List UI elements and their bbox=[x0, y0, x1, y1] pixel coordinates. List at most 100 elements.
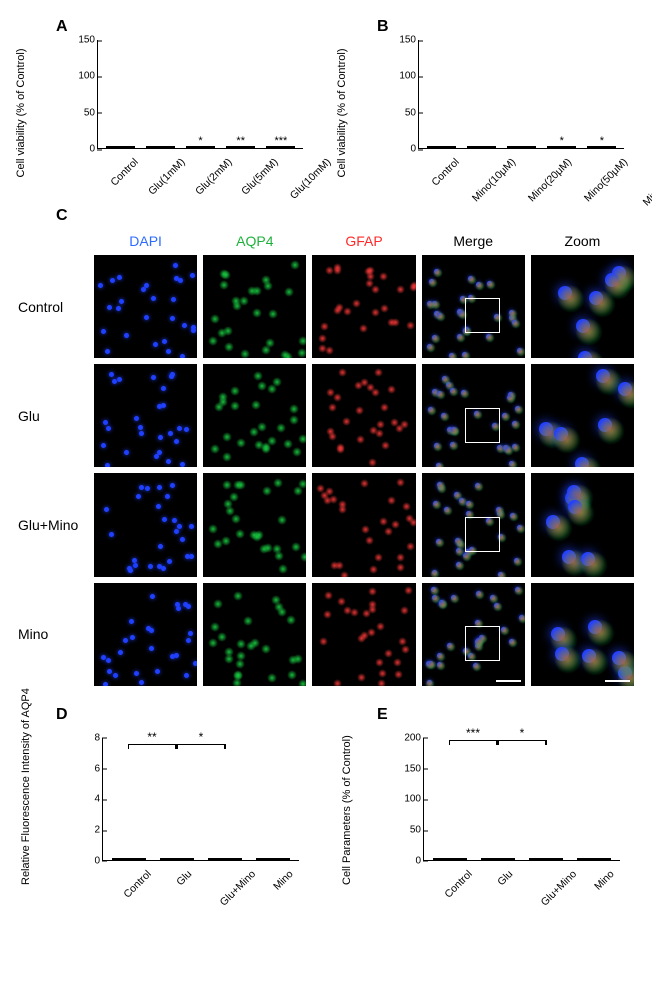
scale-bar bbox=[605, 680, 630, 682]
bar-wrap bbox=[570, 858, 618, 860]
micro-col-header: AQP4 bbox=[203, 233, 306, 249]
zoom-box bbox=[465, 408, 500, 443]
y-tick: 200 bbox=[404, 732, 421, 743]
x-label: Glu(10mM) bbox=[271, 149, 324, 185]
y-tick: 0 bbox=[410, 144, 416, 155]
y-tick: 2 bbox=[94, 825, 100, 836]
micro-grid: DAPI AQP4 GFAP Merge Zoom ControlGluGlu+Mino… bbox=[94, 233, 634, 686]
significance-bracket bbox=[498, 740, 547, 741]
bar bbox=[507, 146, 536, 148]
panel-a: A Cell viability (% of Control) 05010015… bbox=[18, 18, 313, 185]
micro-cell bbox=[94, 583, 197, 686]
y-tick: 8 bbox=[94, 732, 100, 743]
micro-row: Control bbox=[94, 255, 634, 358]
micro-row-label: Mino bbox=[18, 626, 94, 642]
x-label: Control bbox=[423, 861, 472, 903]
bar-wrap bbox=[105, 858, 153, 860]
bar bbox=[577, 858, 612, 860]
x-label: Mino bbox=[571, 861, 620, 903]
x-label: Mino(50μM) bbox=[564, 149, 620, 185]
significance-marker: * bbox=[600, 136, 604, 147]
y-tick: 50 bbox=[405, 107, 416, 118]
bar bbox=[256, 858, 291, 860]
scale-bar bbox=[496, 680, 521, 682]
panel-a-label: A bbox=[56, 18, 313, 36]
x-label: Control bbox=[418, 149, 452, 185]
bar bbox=[433, 858, 468, 860]
chart-b-area: Cell viability (% of Control) 050100150 … bbox=[394, 40, 634, 185]
micro-cell bbox=[531, 583, 634, 686]
y-tick: 150 bbox=[399, 35, 416, 46]
bar-wrap: *** bbox=[261, 146, 301, 148]
micro-cell bbox=[422, 364, 525, 467]
chart-b-plot: ** bbox=[418, 40, 624, 149]
x-label: Mino bbox=[250, 861, 299, 903]
micro-cell bbox=[94, 364, 197, 467]
micro-col-header: Zoom bbox=[531, 233, 634, 249]
micro-row: Glu+Mino bbox=[94, 473, 634, 576]
micro-col-header: DAPI bbox=[94, 233, 197, 249]
micro-cell bbox=[312, 364, 415, 467]
zoom-box bbox=[465, 298, 500, 333]
x-label: Glu+Mino bbox=[201, 861, 250, 903]
micro-cell bbox=[203, 364, 306, 467]
bar-wrap bbox=[501, 146, 541, 148]
x-label: Glu bbox=[472, 861, 521, 903]
bar-wrap bbox=[201, 858, 249, 860]
bar-wrap: * bbox=[542, 146, 582, 148]
x-label: Glu bbox=[151, 861, 200, 903]
micro-cell bbox=[94, 473, 197, 576]
chart-a-bars: ****** bbox=[98, 40, 303, 148]
top-chart-row: A Cell viability (% of Control) 05010015… bbox=[18, 18, 634, 185]
y-tick: 150 bbox=[404, 763, 421, 774]
chart-e-plot: **** bbox=[423, 738, 620, 861]
bar bbox=[208, 858, 243, 860]
significance-marker: * bbox=[560, 136, 564, 147]
micro-row-cells bbox=[94, 255, 634, 358]
y-tick: 6 bbox=[94, 763, 100, 774]
bottom-chart-row: D Relative Fluorescence Intensity of AQP… bbox=[18, 706, 634, 903]
panel-b: B Cell viability (% of Control) 05010015… bbox=[339, 18, 634, 185]
x-label: Mino(20μM) bbox=[508, 149, 564, 185]
y-tick: 150 bbox=[78, 35, 95, 46]
significance-marker: ** bbox=[236, 136, 245, 147]
panel-c: C DAPIAQP4GFAPMergeZoom ControlGluGlu+Mi… bbox=[18, 207, 634, 686]
chart-d-plot: *** bbox=[102, 738, 299, 861]
significance-marker: ** bbox=[147, 730, 156, 744]
chart-d-area: Relative Fluorescence Intensity of AQP4 … bbox=[78, 728, 313, 903]
micro-cell bbox=[94, 255, 197, 358]
bar-wrap bbox=[153, 858, 201, 860]
micro-cell bbox=[312, 583, 415, 686]
micro-cell bbox=[531, 473, 634, 576]
chart-b-xlabels: ControlMino(10μM)Mino(20μM)Mino(50μM)Min… bbox=[418, 149, 624, 185]
micro-cell bbox=[422, 583, 525, 686]
chart-a-area: Cell viability (% of Control) 050100150 … bbox=[73, 40, 313, 185]
bar-wrap bbox=[461, 146, 501, 148]
micro-cell bbox=[203, 255, 306, 358]
chart-a-xlabels: ControlGlu(1mM)Glu(2mM)Glu(5mM)Glu(10mM) bbox=[97, 149, 303, 185]
bar bbox=[112, 858, 147, 860]
bar-wrap: ** bbox=[221, 146, 261, 148]
x-label: Mino(10μM) bbox=[452, 149, 508, 185]
chart-b-bars: ** bbox=[419, 40, 624, 148]
y-tick: 0 bbox=[415, 855, 421, 866]
micro-cell bbox=[422, 255, 525, 358]
bar-wrap bbox=[249, 858, 297, 860]
significance-marker: * bbox=[199, 730, 204, 744]
bar bbox=[481, 858, 516, 860]
micro-row: Glu bbox=[94, 364, 634, 467]
micro-col-header: Merge bbox=[422, 233, 525, 249]
panel-c-label: C bbox=[56, 207, 634, 225]
bar-wrap bbox=[421, 146, 461, 148]
panel-d-label: D bbox=[56, 706, 313, 724]
micro-row-label: Glu bbox=[18, 408, 94, 424]
micro-cell bbox=[203, 583, 306, 686]
zoom-box bbox=[465, 517, 500, 552]
micro-col-header: GFAP bbox=[312, 233, 415, 249]
panel-e: E Cell Parameters (% of Control) 0501001… bbox=[339, 706, 634, 903]
bar-wrap bbox=[140, 146, 180, 148]
significance-marker: *** bbox=[274, 136, 287, 147]
panel-d: D Relative Fluorescence Intensity of AQP… bbox=[18, 706, 313, 903]
bar-wrap bbox=[100, 146, 140, 148]
panel-e-label: E bbox=[377, 706, 634, 724]
